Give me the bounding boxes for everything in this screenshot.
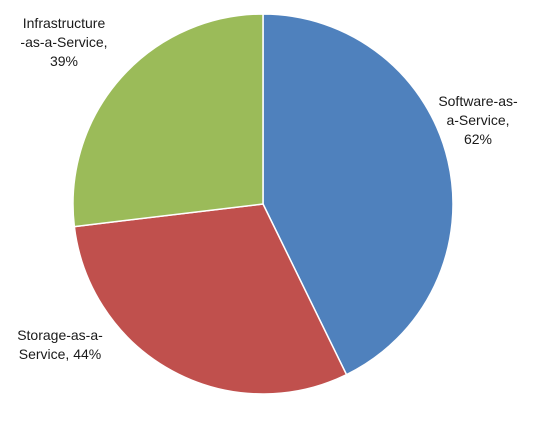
data-label-line: -as-a-Service, <box>20 34 108 50</box>
data-label-line: a-Service, <box>446 112 510 128</box>
data-label-storage-as-a-service: Storage-as-a- Service, 44% <box>0 326 120 364</box>
data-label-line: Service, 44% <box>18 346 102 362</box>
data-label-line: 39% <box>49 53 79 69</box>
data-label-line: Storage-as-a- <box>17 327 103 343</box>
pie-slice-software-as-a-service <box>262 13 454 376</box>
data-label-line: Software-as- <box>438 93 518 109</box>
data-label-software-as-a-service: Software-as-a-Service, 62% <box>418 92 538 149</box>
pie-slice-infrastructure-as-a-service <box>72 13 264 228</box>
data-label-infrastructure-as-a-service: Infrastructure -as-a-Service, 39% <box>4 14 124 71</box>
data-label-line: 62% <box>463 131 493 147</box>
data-label-line: Infrastructure <box>22 15 106 31</box>
pie-slice-storage-as-a-service <box>73 203 348 395</box>
